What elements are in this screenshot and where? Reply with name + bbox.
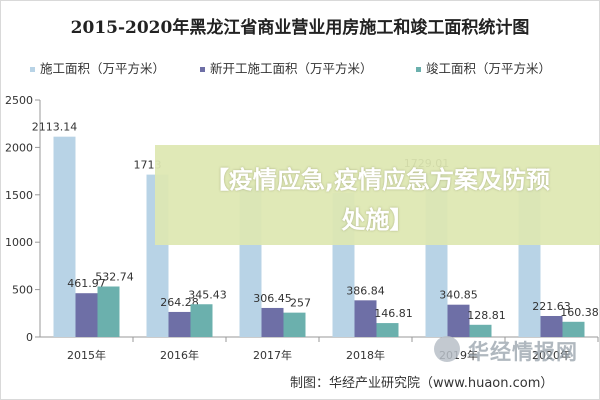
data-label: 160.38 xyxy=(560,306,599,319)
source-note: 制图：华经产业研究院（www.huaon.com） xyxy=(290,376,554,391)
bar xyxy=(53,136,76,337)
bar xyxy=(562,321,585,337)
x-tick-label: 2016年 xyxy=(160,348,199,362)
data-label: 264.28 xyxy=(160,296,199,309)
overlay-banner: 【疫情应急,疫情应急方案及防预 处施】 xyxy=(155,145,600,245)
bar xyxy=(376,323,399,337)
data-label: 146.81 xyxy=(374,307,413,320)
data-label: 128.81 xyxy=(467,309,506,322)
bar xyxy=(97,286,120,337)
bar xyxy=(283,312,306,337)
chart-legend: 施工面积（万平方米） 新开工施工面积（万平方米） 竣工面积（万平方米） xyxy=(30,60,600,78)
bar xyxy=(168,311,191,337)
legend-item-construction: 施工面积（万平方米） xyxy=(30,60,165,78)
data-label: 461.97 xyxy=(67,277,106,290)
chart-title: 2015-2020年黑龙江省商业营业用房施工和竣工面积统计图 xyxy=(70,18,530,38)
x-tick-label: 2020年 xyxy=(532,348,571,362)
data-label: 1713 xyxy=(134,159,162,172)
y-tick-label: 1500 xyxy=(5,189,33,202)
bar xyxy=(190,304,213,337)
data-label: 221.63 xyxy=(532,300,571,313)
y-tick-label: 2500 xyxy=(5,94,33,107)
bar xyxy=(261,307,284,337)
data-label: 386.84 xyxy=(346,284,385,297)
legend-swatch xyxy=(200,67,205,72)
legend-item-new-construction: 新开工施工面积（万平方米） xyxy=(200,60,373,78)
y-tick-label: 2000 xyxy=(5,141,33,154)
bar xyxy=(354,300,377,337)
bar xyxy=(75,293,98,337)
banner-text-line-2: 处施】 xyxy=(341,206,414,234)
watermark-text: 华经情报网 xyxy=(468,340,578,364)
legend-item-completion: 竣工面积（万平方米） xyxy=(416,60,551,78)
y-tick-label: 500 xyxy=(12,284,33,297)
watermark-logo-icon xyxy=(434,336,460,362)
data-label: 345.43 xyxy=(188,288,227,301)
legend-label: 竣工面积（万平方米） xyxy=(426,61,552,76)
x-tick-label: 2015年 xyxy=(67,348,106,362)
bar xyxy=(447,304,470,337)
legend-swatch xyxy=(30,67,35,72)
banner-text-line-1: 【疫情应急,疫情应急方案及防预 xyxy=(204,166,551,194)
data-label: 2113.14 xyxy=(32,121,78,134)
legend-label: 新开工施工面积（万平方米） xyxy=(210,61,373,76)
data-label: 532.74 xyxy=(95,270,134,283)
y-tick-label: 1000 xyxy=(5,236,33,249)
x-tick-label: 2018年 xyxy=(346,348,385,362)
watermark: 华经情报网 xyxy=(432,332,600,368)
legend-swatch xyxy=(416,67,421,72)
bar xyxy=(469,324,492,337)
legend-label: 施工面积（万平方米） xyxy=(40,61,166,76)
x-tick-label: 2017年 xyxy=(253,348,292,362)
data-label: 306.45 xyxy=(253,292,292,305)
bar xyxy=(540,315,563,337)
y-tick-label: 0 xyxy=(26,331,33,344)
data-label: 257 xyxy=(290,297,311,310)
data-label: 340.85 xyxy=(439,289,478,302)
